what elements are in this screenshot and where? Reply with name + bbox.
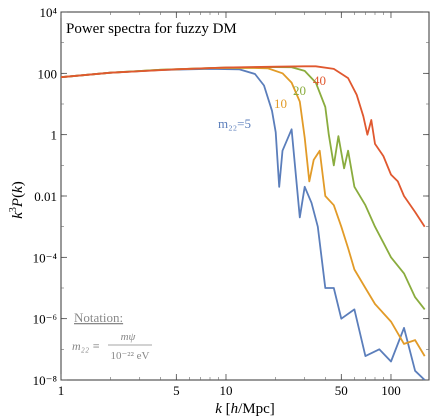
- series-line-m22-20: [61, 66, 426, 310]
- y-tick-label: 1: [51, 128, 58, 143]
- notation-denominator: 10⁻²² eV: [111, 350, 150, 362]
- notation-annotation: Notation: m₂₂ ≡ mψ 10⁻²² eV: [72, 310, 152, 362]
- notation-heading: Notation:: [74, 310, 123, 325]
- y-tick-label: 0.01: [34, 189, 57, 204]
- x-tick-label: 1: [58, 383, 65, 398]
- notation-lhs: m₂₂ ≡: [72, 339, 100, 353]
- y-tick-label: 10⁻⁸: [33, 373, 58, 388]
- x-tick-label: 50: [335, 383, 348, 398]
- series-label-m22-40: 40: [313, 73, 326, 88]
- y-tick-label: 10⁻⁴: [33, 250, 58, 265]
- x-tick-label: 5: [173, 383, 180, 398]
- chart-title: Power spectra for fuzzy DM: [66, 21, 237, 37]
- y-tick-label: 10⁻⁶: [33, 312, 57, 327]
- y-tick-label: 100: [38, 66, 58, 81]
- series-group: [61, 65, 426, 380]
- series-label-m22-10: 10: [274, 96, 287, 111]
- x-tick-label: 10: [219, 383, 232, 398]
- x-tick-label: 100: [381, 383, 401, 398]
- series-label-m22-5: m₂₂=5: [218, 116, 251, 131]
- series-line-m22-40: [61, 65, 426, 228]
- y-axis-label: k3P(k): [8, 181, 26, 219]
- series-lines: m₂₂=5 10 20 40: [61, 65, 426, 380]
- y-tick-label: 10⁴: [39, 5, 57, 20]
- series-line-m22-5: [61, 68, 426, 380]
- x-axis-label: k [h/Mpc]: [215, 401, 275, 417]
- axis-ticks: 1 5 10 50 100 10⁻⁸ 10⁻⁶ 10⁻⁴ 0.01 1 100 10⁴: [33, 5, 429, 398]
- series-label-m22-20: 20: [293, 83, 306, 98]
- notation-numerator: mψ: [121, 331, 136, 343]
